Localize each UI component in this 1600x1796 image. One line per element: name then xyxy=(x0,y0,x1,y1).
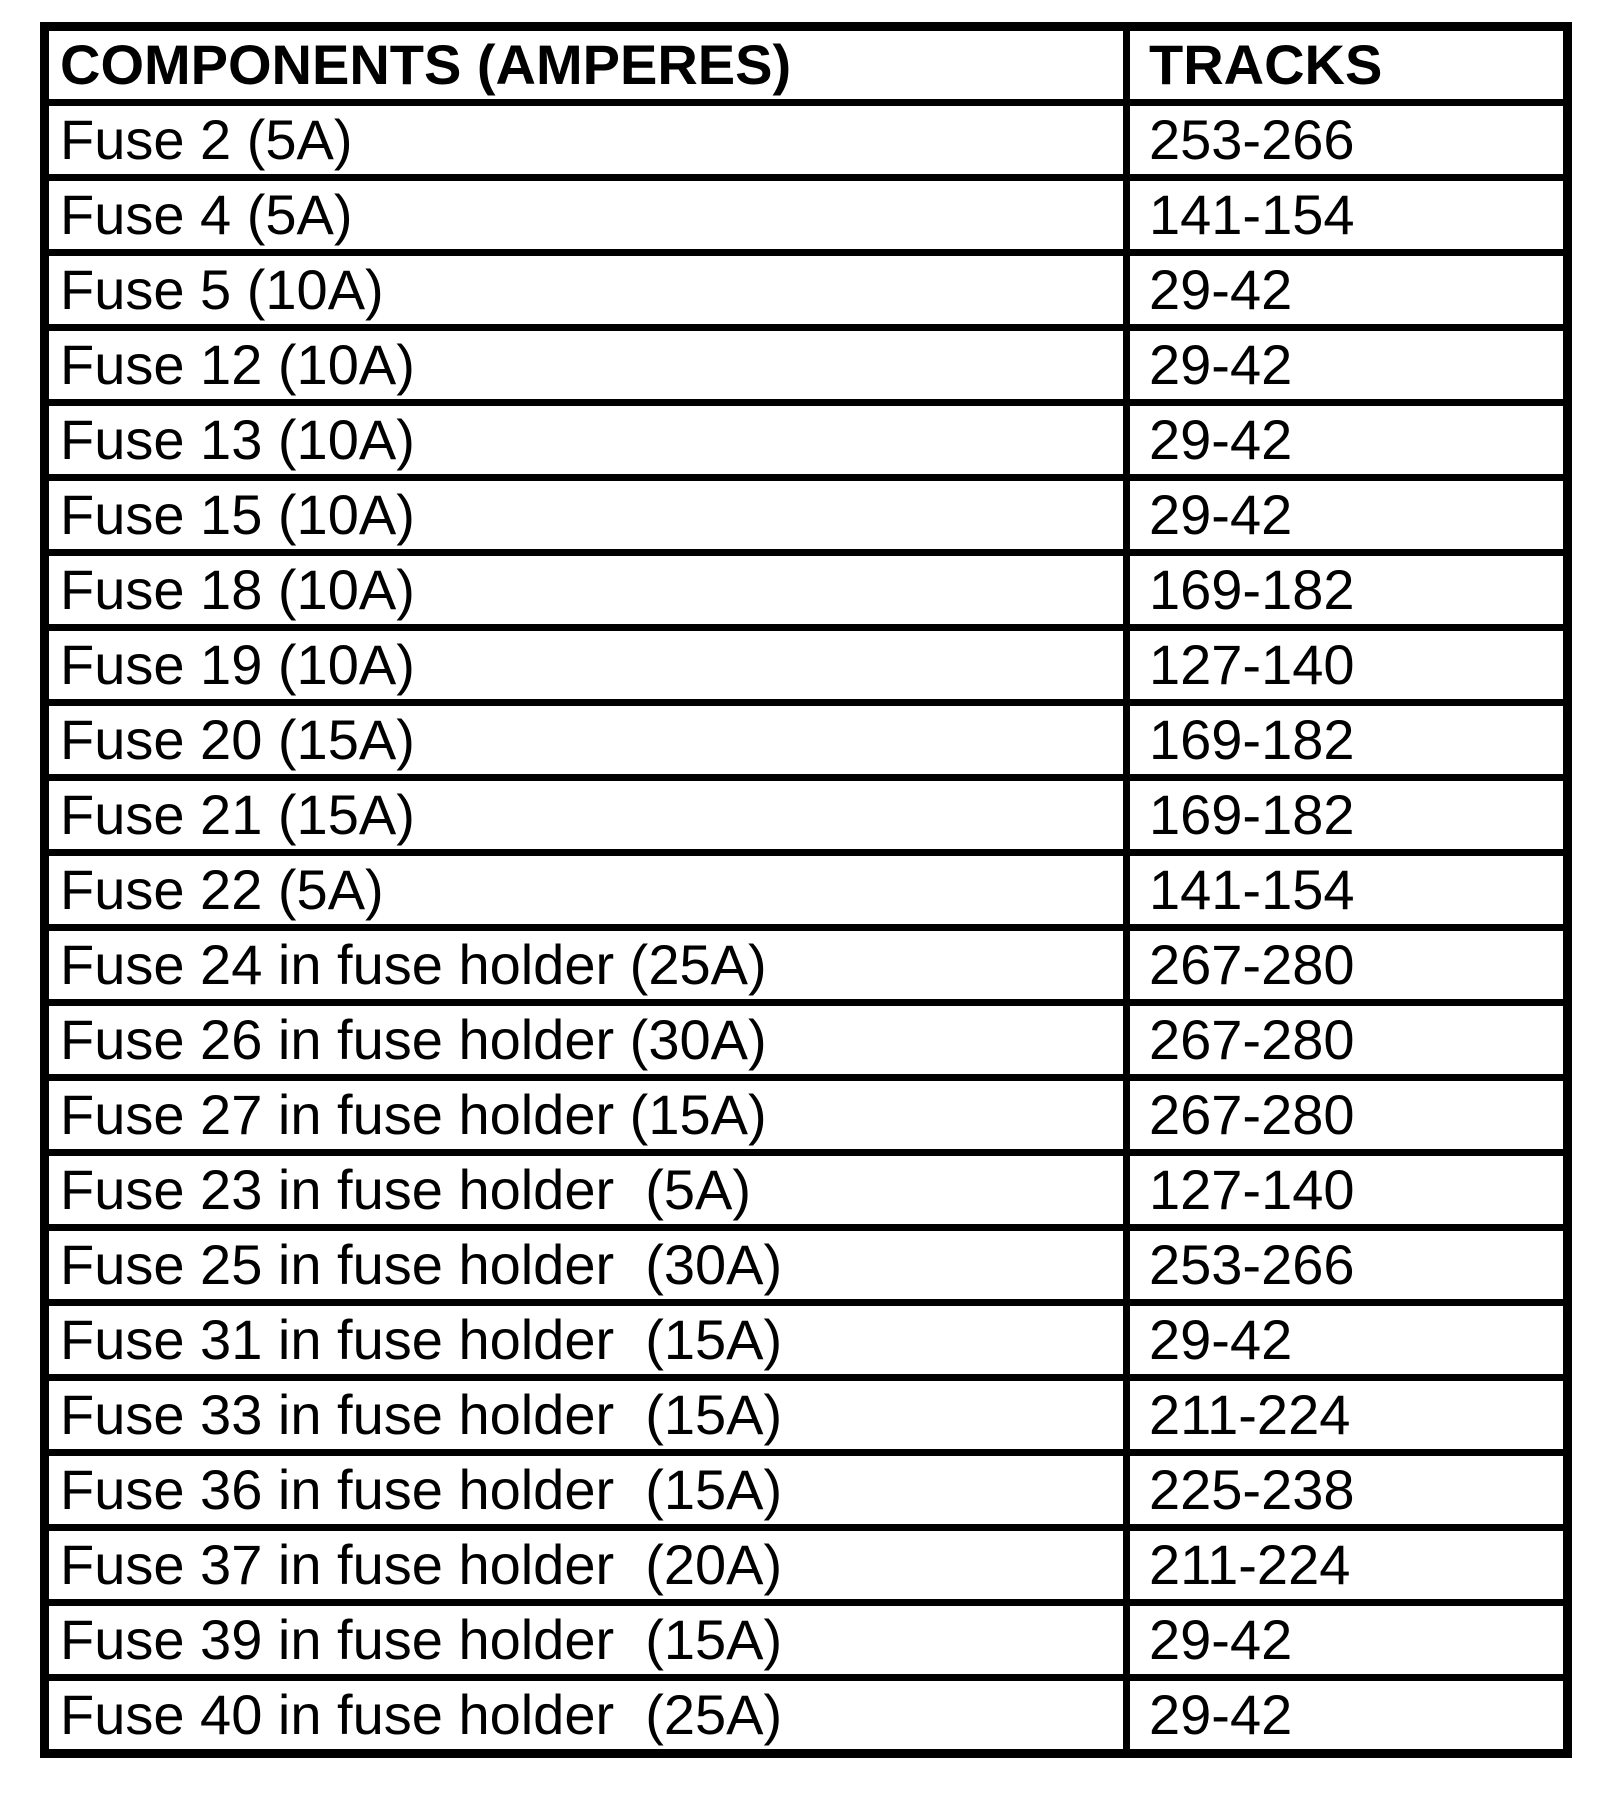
tracks-cell: 169-182 xyxy=(1123,774,1571,856)
table-row: Fuse 5 (10A) 29-42 xyxy=(41,249,1571,331)
tracks-cell: 267-280 xyxy=(1123,924,1571,1006)
component-cell: Fuse 27 in fuse holder (15A) xyxy=(41,1074,1130,1156)
table-row: Fuse 24 in fuse holder (25A) 267-280 xyxy=(41,924,1571,1006)
table-row: Fuse 4 (5A) 141-154 xyxy=(41,174,1571,256)
table-header: COMPONENTS (AMPERES) TRACKS xyxy=(41,23,1571,106)
tracks-cell: 253-266 xyxy=(1123,99,1571,181)
tracks-cell: 29-42 xyxy=(1123,1599,1571,1681)
tracks-cell: 29-42 xyxy=(1123,399,1571,481)
table-row: Fuse 40 in fuse holder (25A) 29-42 xyxy=(41,1674,1571,1757)
component-cell: Fuse 23 in fuse holder (5A) xyxy=(41,1149,1130,1231)
component-cell: Fuse 4 (5A) xyxy=(41,174,1130,256)
component-cell: Fuse 26 in fuse holder (30A) xyxy=(41,999,1130,1081)
component-cell: Fuse 19 (10A) xyxy=(41,624,1130,706)
tracks-cell: 29-42 xyxy=(1123,249,1571,331)
component-cell: Fuse 40 in fuse holder (25A) xyxy=(41,1674,1130,1757)
component-cell: Fuse 22 (5A) xyxy=(41,849,1130,931)
tracks-cell: 225-238 xyxy=(1123,1449,1571,1531)
table-row: Fuse 39 in fuse holder (15A) 29-42 xyxy=(41,1599,1571,1681)
component-cell: Fuse 31 in fuse holder (15A) xyxy=(41,1299,1130,1381)
table-row: Fuse 37 in fuse holder (20A) 211-224 xyxy=(41,1524,1571,1606)
tracks-cell: 29-42 xyxy=(1123,474,1571,556)
component-cell: Fuse 39 in fuse holder (15A) xyxy=(41,1599,1130,1681)
table-row: Fuse 23 in fuse holder (5A) 127-140 xyxy=(41,1149,1571,1231)
tracks-cell: 29-42 xyxy=(1123,1299,1571,1381)
table-row: Fuse 33 in fuse holder (15A) 211-224 xyxy=(41,1374,1571,1456)
tracks-cell: 169-182 xyxy=(1123,699,1571,781)
component-cell: Fuse 33 in fuse holder (15A) xyxy=(41,1374,1130,1456)
component-cell: Fuse 24 in fuse holder (25A) xyxy=(41,924,1130,1006)
tracks-cell: 211-224 xyxy=(1123,1524,1571,1606)
tracks-cell: 127-140 xyxy=(1123,624,1571,706)
component-cell: Fuse 21 (15A) xyxy=(41,774,1130,856)
table-row: Fuse 36 in fuse holder (15A) 225-238 xyxy=(41,1449,1571,1531)
table-row: Fuse 20 (15A) 169-182 xyxy=(41,699,1571,781)
tracks-column-header: TRACKS xyxy=(1123,23,1571,106)
table-row: Fuse 25 in fuse holder (30A) 253-266 xyxy=(41,1224,1571,1306)
component-cell: Fuse 37 in fuse holder (20A) xyxy=(41,1524,1130,1606)
component-cell: Fuse 2 (5A) xyxy=(41,99,1130,181)
table-row: Fuse 27 in fuse holder (15A) 267-280 xyxy=(41,1074,1571,1156)
tracks-cell: 29-42 xyxy=(1123,1674,1571,1757)
table-row: Fuse 19 (10A) 127-140 xyxy=(41,624,1571,706)
tracks-cell: 29-42 xyxy=(1123,324,1571,406)
tracks-cell: 267-280 xyxy=(1123,1074,1571,1156)
table-row: Fuse 12 (10A) 29-42 xyxy=(41,324,1571,406)
component-cell: Fuse 12 (10A) xyxy=(41,324,1130,406)
component-cell: Fuse 5 (10A) xyxy=(41,249,1130,331)
components-column-header: COMPONENTS (AMPERES) xyxy=(41,23,1130,106)
component-cell: Fuse 13 (10A) xyxy=(41,399,1130,481)
component-cell: Fuse 20 (15A) xyxy=(41,699,1130,781)
table-body: Fuse 2 (5A) 253-266 Fuse 4 (5A) 141-154 … xyxy=(41,99,1571,1757)
table-row: Fuse 31 in fuse holder (15A) 29-42 xyxy=(41,1299,1571,1381)
header-row: COMPONENTS (AMPERES) TRACKS xyxy=(41,23,1571,106)
component-cell: Fuse 15 (10A) xyxy=(41,474,1130,556)
table-row: Fuse 15 (10A) 29-42 xyxy=(41,474,1571,556)
table-row: Fuse 26 in fuse holder (30A) 267-280 xyxy=(41,999,1571,1081)
tracks-cell: 253-266 xyxy=(1123,1224,1571,1306)
table-row: Fuse 21 (15A) 169-182 xyxy=(41,774,1571,856)
fuse-tracks-table: COMPONENTS (AMPERES) TRACKS Fuse 2 (5A) … xyxy=(40,22,1572,1758)
component-cell: Fuse 18 (10A) xyxy=(41,549,1130,631)
tracks-cell: 141-154 xyxy=(1123,849,1571,931)
table-row: Fuse 18 (10A) 169-182 xyxy=(41,549,1571,631)
table-row: Fuse 22 (5A) 141-154 xyxy=(41,849,1571,931)
tracks-cell: 169-182 xyxy=(1123,549,1571,631)
table-row: Fuse 13 (10A) 29-42 xyxy=(41,399,1571,481)
component-cell: Fuse 25 in fuse holder (30A) xyxy=(41,1224,1130,1306)
table-row: Fuse 2 (5A) 253-266 xyxy=(41,99,1571,181)
tracks-cell: 141-154 xyxy=(1123,174,1571,256)
tracks-cell: 211-224 xyxy=(1123,1374,1571,1456)
component-cell: Fuse 36 in fuse holder (15A) xyxy=(41,1449,1130,1531)
tracks-cell: 267-280 xyxy=(1123,999,1571,1081)
tracks-cell: 127-140 xyxy=(1123,1149,1571,1231)
